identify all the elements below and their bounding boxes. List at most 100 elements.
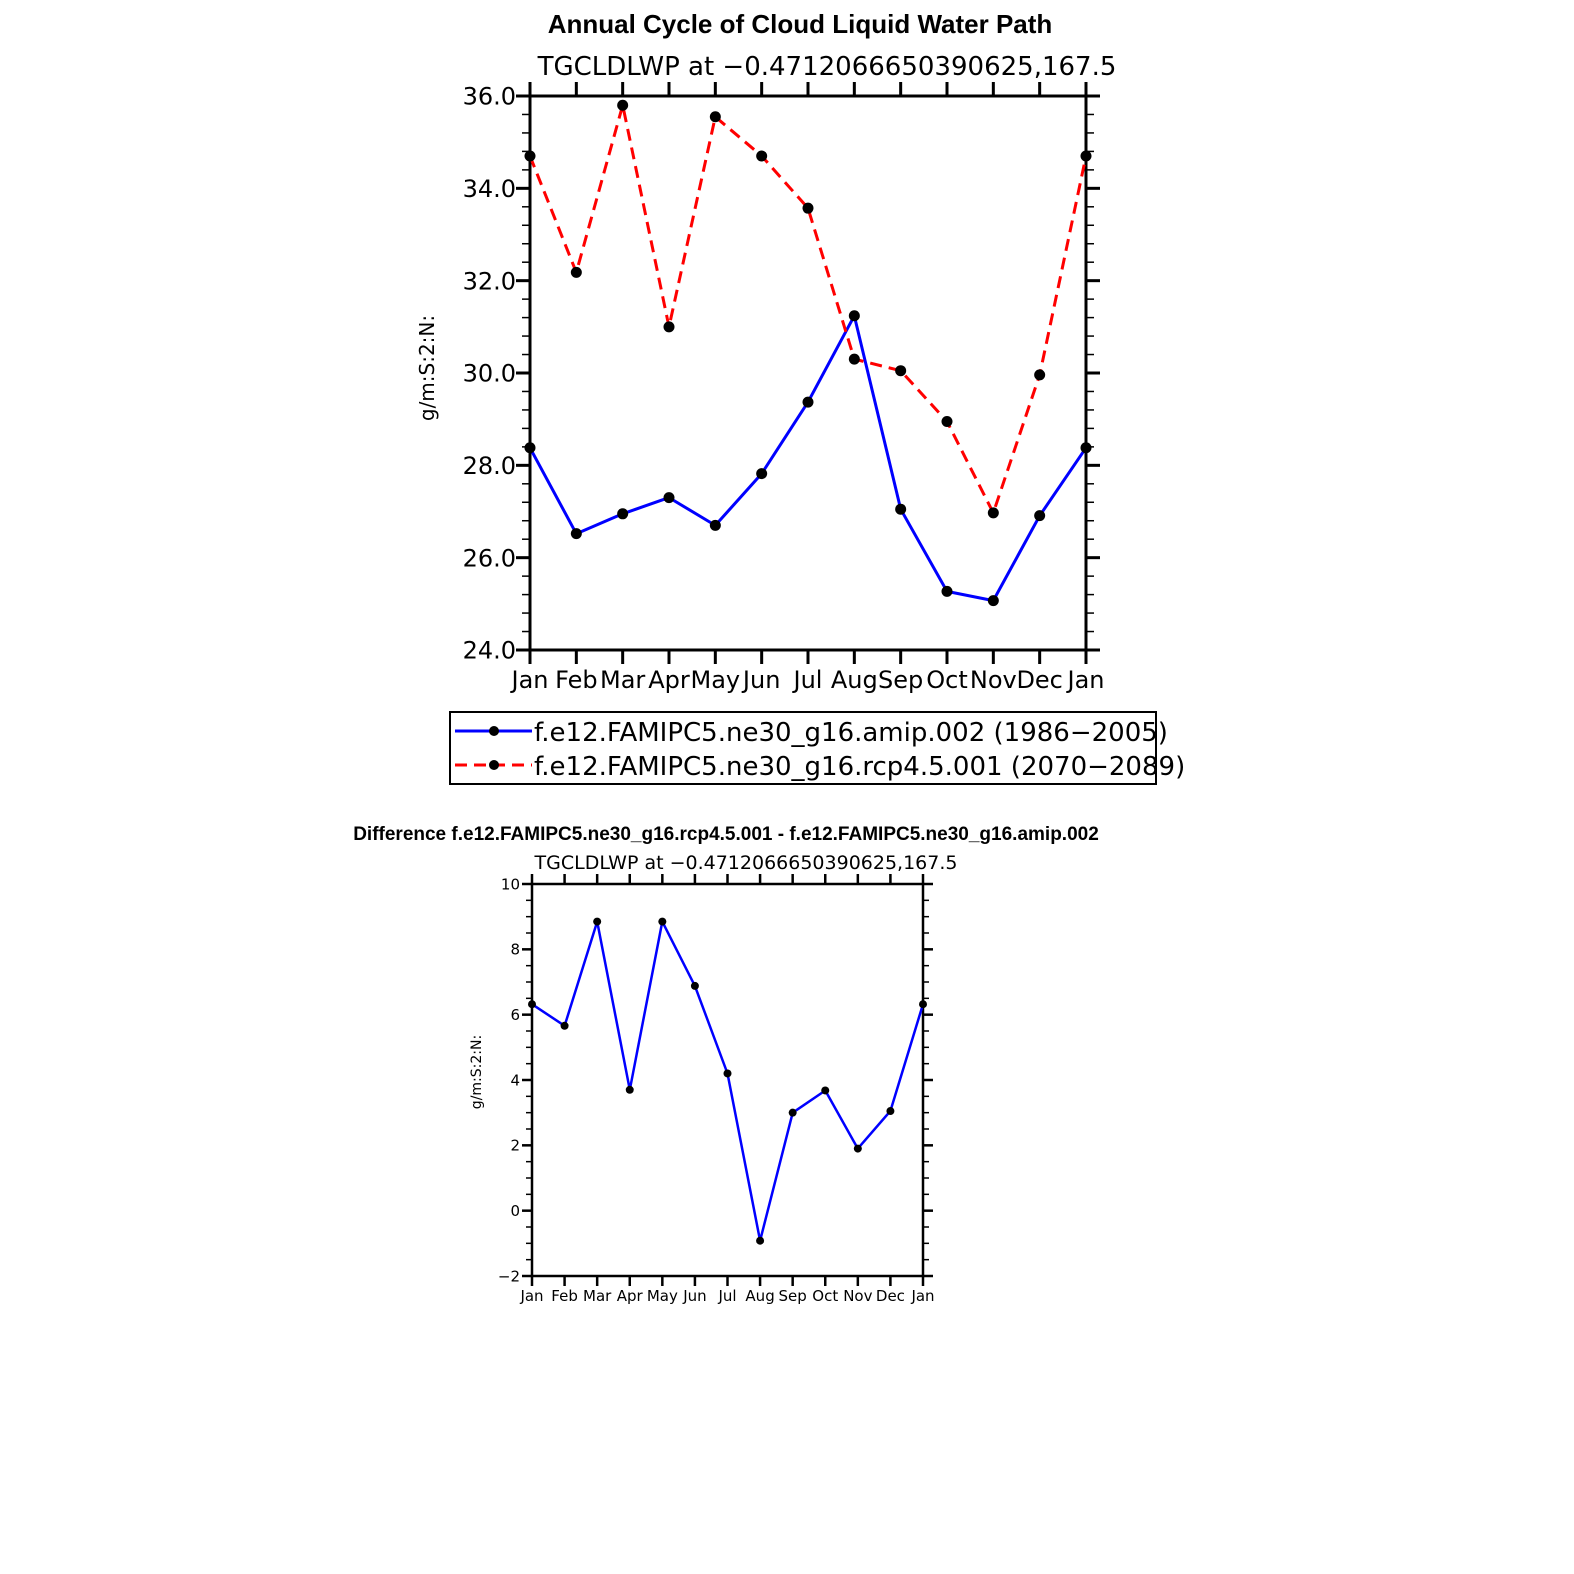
data-point bbox=[570, 266, 582, 278]
data-point bbox=[617, 508, 629, 520]
series-line-1 bbox=[528, 103, 1088, 515]
data-point bbox=[709, 111, 721, 123]
x-tick-label: Jun bbox=[682, 1287, 706, 1305]
data-point bbox=[663, 321, 675, 333]
data-point bbox=[528, 1000, 536, 1009]
series-points bbox=[524, 99, 1092, 607]
data-point bbox=[1034, 369, 1046, 381]
chart-title: Annual Cycle of Cloud Liquid Water Path bbox=[548, 9, 1053, 39]
data-point bbox=[919, 1000, 927, 1009]
y-tick-label: 32.0 bbox=[463, 267, 516, 295]
y-tick-label: −2 bbox=[498, 1267, 520, 1285]
x-tick-label: Feb bbox=[551, 1287, 578, 1305]
data-point bbox=[524, 442, 536, 454]
data-point bbox=[756, 1236, 765, 1245]
data-point bbox=[524, 150, 536, 162]
x-tick-label: Apr bbox=[648, 666, 690, 694]
data-point bbox=[658, 917, 667, 926]
x-tick-label: May bbox=[691, 666, 741, 694]
legend-box bbox=[449, 711, 1157, 785]
series-points bbox=[528, 917, 927, 1245]
annual-cycle-chart: Annual Cycle of Cloud Liquid Water Path … bbox=[415, 9, 1116, 694]
x-tick-label: Aug bbox=[745, 1287, 774, 1305]
data-point bbox=[886, 1107, 895, 1116]
series-lines bbox=[528, 103, 1088, 603]
data-point bbox=[1080, 150, 1092, 162]
x-tick-label: Mar bbox=[583, 1287, 612, 1305]
plot-frame bbox=[528, 94, 1088, 652]
chart-subtitle: TGCLDLWP at −0.4712066650390625,167.5 bbox=[534, 852, 958, 874]
data-point bbox=[895, 503, 907, 515]
y-tick-label: 10 bbox=[501, 875, 520, 893]
legend-label-amip: f.e12.FAMIPC5.ne30_g16.amip.002 (1986−20… bbox=[534, 718, 1168, 748]
axes: Jan Feb Mar Apr May Jun Jul Aug Sep Oct Nov Dec Jan2… bbox=[463, 82, 1105, 694]
x-tick-label: May bbox=[647, 1287, 678, 1305]
x-tick-label: Dec bbox=[876, 1287, 905, 1305]
legend-marker-rcp bbox=[489, 760, 499, 770]
data-point bbox=[802, 396, 814, 408]
data-point bbox=[821, 1086, 830, 1095]
data-point bbox=[690, 981, 699, 990]
x-tick-label: Dec bbox=[1016, 666, 1062, 694]
data-point bbox=[625, 1085, 634, 1094]
x-tick-label: Jun bbox=[741, 666, 781, 694]
data-point bbox=[848, 353, 860, 365]
y-tick-label: 28.0 bbox=[463, 452, 516, 480]
data-point bbox=[663, 492, 675, 504]
data-point bbox=[756, 150, 768, 162]
x-tick-label: Nov bbox=[970, 666, 1017, 694]
y-tick-label: 34.0 bbox=[463, 175, 516, 203]
data-point bbox=[853, 1144, 862, 1153]
x-tick-label: Aug bbox=[831, 666, 878, 694]
y-tick-label: 26.0 bbox=[463, 544, 516, 572]
data-point bbox=[1034, 510, 1046, 522]
data-point bbox=[756, 468, 768, 480]
y-axis-label: g/m:S:2:N: bbox=[469, 1035, 485, 1109]
series-line-0 bbox=[531, 920, 925, 1242]
y-tick-label: 6 bbox=[510, 1006, 520, 1024]
x-tick-label: Jan bbox=[1066, 666, 1105, 694]
data-point bbox=[593, 917, 602, 926]
y-tick-label: 36.0 bbox=[463, 83, 516, 111]
series-line-0 bbox=[528, 314, 1088, 603]
x-tick-label: Jan bbox=[519, 1287, 543, 1305]
data-point bbox=[848, 310, 860, 322]
x-tick-label: Jan bbox=[510, 666, 549, 694]
x-tick-label: Jan bbox=[910, 1287, 934, 1305]
chart-title: Difference f.e12.FAMIPC5.ne30_g16.rcp4.5… bbox=[353, 824, 1099, 845]
series-lines bbox=[531, 920, 925, 1242]
x-tick-label: Feb bbox=[555, 666, 598, 694]
y-tick-label: 4 bbox=[510, 1071, 520, 1089]
legend-marker-amip bbox=[489, 726, 499, 736]
axes: Jan Feb Mar Apr May Jun Jul Aug Sep Oct Nov Dec Jan −… bbox=[498, 874, 935, 1305]
y-tick-label: 2 bbox=[510, 1137, 520, 1155]
x-tick-label: Oct bbox=[926, 666, 968, 694]
y-axis-label: g/m:S:2:N: bbox=[415, 315, 439, 421]
y-tick-label: 24.0 bbox=[463, 637, 516, 665]
data-point bbox=[895, 365, 907, 377]
data-point bbox=[987, 507, 999, 519]
x-tick-label: Sep bbox=[779, 1287, 807, 1305]
chart-subtitle: TGCLDLWP at −0.4712066650390625,167.5 bbox=[537, 52, 1117, 82]
difference-chart: Difference f.e12.FAMIPC5.ne30_g16.rcp4.5… bbox=[353, 824, 1099, 1305]
data-point bbox=[987, 595, 999, 607]
y-tick-label: 8 bbox=[510, 941, 520, 959]
x-tick-label: Nov bbox=[843, 1287, 872, 1305]
x-tick-label: Mar bbox=[600, 666, 645, 694]
data-point bbox=[570, 528, 582, 540]
legend-label-rcp: f.e12.FAMIPC5.ne30_g16.rcp4.5.001 (2070−… bbox=[534, 752, 1185, 782]
data-point bbox=[1080, 442, 1092, 454]
data-point bbox=[617, 99, 629, 111]
data-point bbox=[560, 1021, 569, 1030]
x-tick-label: Sep bbox=[878, 666, 923, 694]
y-tick-label: 0 bbox=[510, 1202, 520, 1220]
x-tick-label: Jul bbox=[717, 1287, 736, 1305]
data-point bbox=[709, 519, 721, 531]
x-tick-label: Oct bbox=[812, 1287, 838, 1305]
data-point bbox=[941, 585, 953, 597]
data-point bbox=[788, 1108, 797, 1117]
data-point bbox=[941, 415, 953, 427]
x-tick-label: Apr bbox=[617, 1287, 644, 1305]
x-tick-label: Jul bbox=[792, 666, 823, 694]
